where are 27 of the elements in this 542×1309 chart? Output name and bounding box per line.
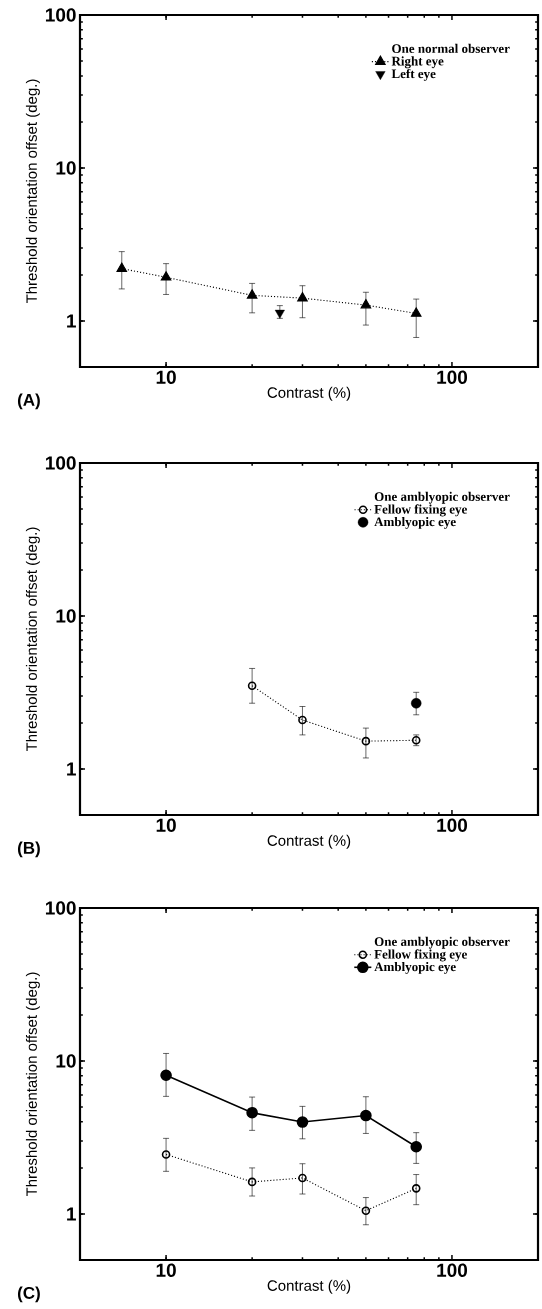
y-tick-label: 10: [56, 609, 76, 623]
y-tick-label: 100: [45, 901, 76, 915]
y-tick-label: 1: [67, 762, 76, 776]
y-tick-label: 1: [67, 314, 76, 328]
y-tick-label: 10: [56, 1054, 76, 1068]
x-axis-title: Contrast (%): [267, 1279, 351, 1294]
text: (B): [17, 841, 40, 858]
legend-title: One amblyopic observer: [374, 936, 510, 949]
legend-title: One amblyopic observer: [374, 491, 510, 504]
y-axis-title: Threshold orientation offset (deg.): [25, 972, 40, 1197]
text: (A): [17, 393, 40, 410]
legend-label: Fellow fixing eye: [374, 949, 467, 962]
legend-label: Right eye: [391, 56, 444, 69]
legend-label: Left eye: [391, 68, 436, 81]
legend-label: Amblyopic eye: [374, 962, 456, 974]
y-axis-title: Threshold orientation offset (deg.): [25, 527, 40, 752]
legend-label: Fellow fixing eye: [374, 504, 467, 517]
legend-label: Amblyopic eye: [374, 517, 456, 529]
y-tick-label: 100: [45, 456, 76, 470]
legend-title: One normal observer: [392, 43, 510, 53]
y-tick-label: 10: [56, 161, 76, 175]
x-axis-title: Contrast (%): [267, 834, 351, 849]
y-axis-title: Threshold orientation offset (deg.): [25, 79, 40, 304]
y-tick-label: 1: [67, 1207, 76, 1221]
x-axis-title: Contrast (%): [267, 386, 351, 401]
text: (C): [17, 1286, 40, 1303]
y-tick-label: 100: [45, 8, 76, 22]
